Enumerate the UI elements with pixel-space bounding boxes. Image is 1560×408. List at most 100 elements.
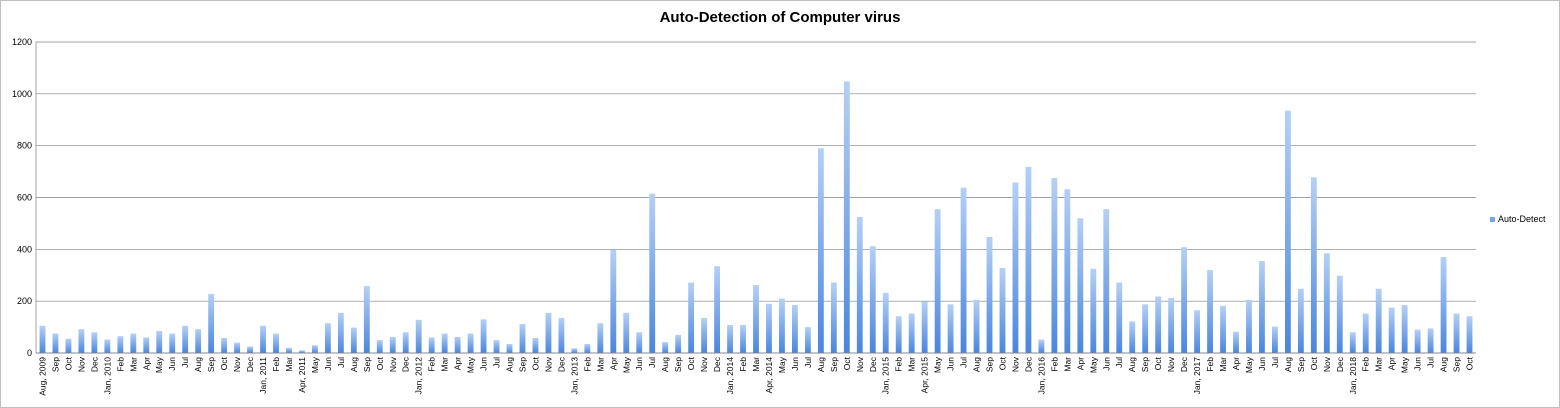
x-tick-label: Nov bbox=[76, 356, 86, 372]
bar bbox=[208, 293, 215, 353]
x-tick-label: May bbox=[1088, 356, 1098, 373]
bar bbox=[402, 332, 409, 353]
x-tick-label: Dec bbox=[1335, 356, 1345, 372]
x-tick-label: Jun bbox=[790, 357, 800, 371]
x-tick-label: Feb bbox=[894, 357, 904, 372]
x-tick-label: Mar bbox=[751, 357, 761, 372]
bar bbox=[117, 336, 124, 353]
bar bbox=[1272, 326, 1278, 353]
bar bbox=[1310, 177, 1317, 353]
x-tick-label: Dec bbox=[868, 356, 878, 372]
bar bbox=[753, 285, 759, 353]
x-tick-label: Dec bbox=[401, 356, 411, 372]
bar bbox=[675, 334, 682, 353]
x-tick-label: Aug bbox=[816, 357, 826, 372]
bar bbox=[597, 323, 604, 353]
bar bbox=[662, 342, 669, 353]
bar bbox=[1155, 296, 1162, 353]
legend-swatch bbox=[1490, 216, 1495, 222]
bar bbox=[1427, 328, 1434, 353]
bar bbox=[1025, 166, 1032, 353]
x-tick-label: Jun bbox=[634, 357, 644, 371]
x-tick-label: Jun bbox=[323, 357, 333, 371]
bar bbox=[1220, 305, 1226, 353]
x-tick-label: Jan, 2014 bbox=[725, 357, 735, 395]
x-tick-label: Sep bbox=[206, 357, 216, 372]
y-axis: 0 200 400 600 800 1000 1200 bbox=[12, 37, 32, 358]
bar bbox=[882, 292, 889, 353]
bars bbox=[39, 81, 1473, 353]
bar bbox=[78, 329, 85, 353]
bar bbox=[52, 333, 59, 353]
bar bbox=[376, 340, 383, 353]
x-tick-label: Mar bbox=[907, 357, 917, 372]
bar bbox=[415, 319, 422, 353]
x-tick-label: Feb bbox=[1049, 357, 1059, 372]
bar bbox=[1440, 257, 1447, 353]
x-tick-label: Oct bbox=[997, 356, 1007, 370]
x-tick-label: Jan, 2011 bbox=[258, 357, 268, 394]
x-tick-label: Aug bbox=[349, 357, 359, 372]
bar bbox=[843, 81, 850, 353]
x-tick-label: Jul bbox=[1270, 357, 1280, 368]
x-tick-label: Oct bbox=[63, 356, 73, 370]
x-tick-label: Sep bbox=[1140, 357, 1150, 372]
x-tick-label: Jan, 2015 bbox=[881, 357, 891, 395]
x-tick-label: Jul bbox=[1114, 357, 1124, 368]
x-tick-label: Jan, 2017 bbox=[1192, 357, 1202, 395]
x-tick-label: Jun bbox=[167, 357, 177, 371]
bar bbox=[908, 313, 915, 353]
bar bbox=[39, 325, 46, 353]
x-tick-label: Dec bbox=[556, 356, 566, 372]
bar bbox=[1168, 298, 1175, 353]
bar bbox=[221, 337, 228, 353]
x-tick-label: May bbox=[1244, 356, 1254, 373]
bar bbox=[1051, 178, 1058, 353]
bar bbox=[740, 325, 746, 353]
bar bbox=[1194, 310, 1200, 353]
x-tick-label: Nov bbox=[855, 356, 865, 372]
legend-label: Auto-Detect bbox=[1498, 214, 1546, 224]
x-tick-label: Dec bbox=[89, 356, 99, 372]
x-tick-label: Mar bbox=[284, 357, 294, 372]
bar bbox=[792, 305, 798, 353]
x-tick-label: Sep bbox=[1296, 357, 1306, 372]
bar bbox=[1362, 313, 1369, 353]
bar bbox=[480, 319, 487, 353]
bar bbox=[299, 350, 305, 353]
bar bbox=[350, 327, 357, 353]
bar bbox=[169, 333, 176, 353]
x-tick-label: Nov bbox=[1010, 356, 1020, 372]
bar bbox=[195, 329, 202, 353]
bar bbox=[156, 330, 163, 353]
bar bbox=[91, 332, 98, 353]
bar bbox=[688, 282, 695, 353]
bar bbox=[1233, 331, 1239, 353]
x-tick-label: Apr bbox=[608, 357, 618, 370]
x-tick-label: Dec bbox=[712, 356, 722, 372]
x-tick-label: Jun bbox=[946, 357, 956, 371]
x-tick-label: Apr bbox=[1075, 357, 1085, 370]
bar bbox=[1142, 304, 1149, 353]
x-tick-label: Sep bbox=[517, 357, 527, 372]
bar bbox=[337, 312, 344, 353]
x-tick-label: May bbox=[154, 356, 164, 373]
x-tick-label: Sep bbox=[1452, 357, 1462, 372]
x-tick-label: Feb bbox=[271, 357, 281, 372]
bar bbox=[467, 333, 474, 353]
x-tick-label: Mar bbox=[1374, 357, 1384, 372]
bar bbox=[584, 343, 591, 353]
x-tick-label: Dec bbox=[245, 356, 255, 372]
x-tick-label: Aug bbox=[505, 357, 515, 372]
x-tick-label: Feb bbox=[427, 357, 437, 372]
bar bbox=[441, 333, 448, 353]
bar bbox=[571, 348, 578, 353]
bar bbox=[869, 246, 876, 353]
x-tick-label: Jun bbox=[1413, 357, 1423, 371]
bar bbox=[986, 236, 993, 353]
y-tick-label: 200 bbox=[17, 296, 32, 306]
bar bbox=[1284, 110, 1291, 353]
y-tick-label: 800 bbox=[17, 141, 32, 151]
x-tick-label: May bbox=[933, 356, 943, 373]
